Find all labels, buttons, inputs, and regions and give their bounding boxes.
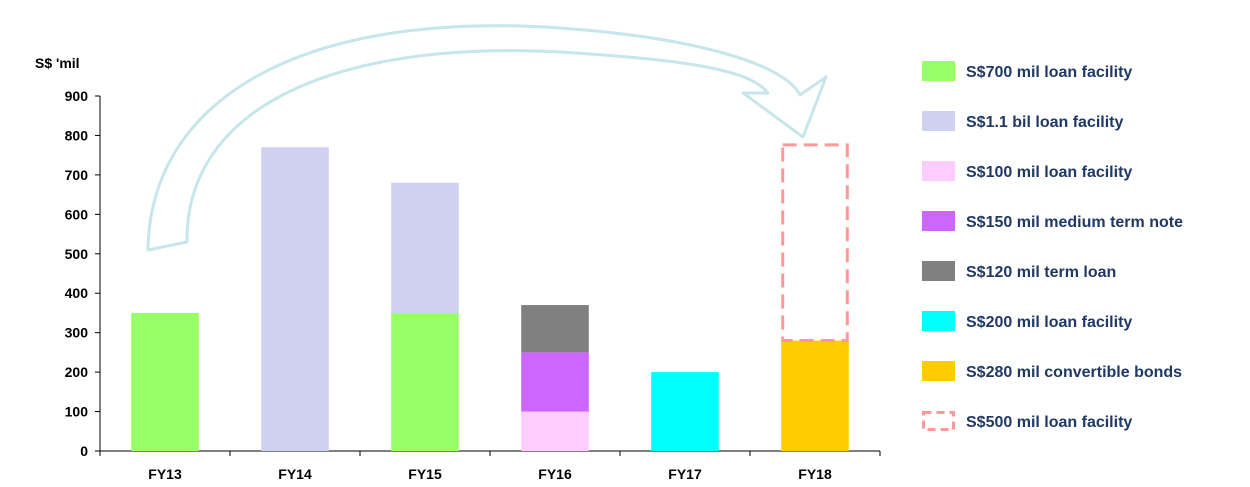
bar-segment — [521, 352, 589, 412]
legend-swatch — [922, 211, 955, 231]
legend-label: S$500 mil loan facility — [966, 414, 1132, 431]
bar-segment — [781, 340, 849, 451]
axes — [95, 95, 881, 456]
legend-label: S$120 mil term loan — [966, 264, 1116, 281]
y-tick-label: 100 — [65, 404, 89, 420]
y-tick-label: 500 — [65, 246, 89, 262]
bar-segment — [391, 312, 459, 451]
x-tick-label: FY18 — [798, 466, 832, 482]
bars-group — [131, 143, 849, 451]
bar-segment — [781, 143, 849, 343]
legend-label: S$700 mil loan facility — [966, 64, 1132, 81]
y-tick-label: 300 — [65, 325, 89, 341]
legend-label: S$150 mil medium term note — [966, 214, 1183, 231]
legend-label: S$1.1 bil loan facility — [966, 114, 1123, 131]
y-tick-label: 700 — [65, 167, 89, 183]
x-tick-labels: FY13 FY14 FY15 FY16 FY17 FY18 — [148, 466, 832, 482]
y-tick-label: 800 — [65, 127, 89, 143]
x-tick-label: FY17 — [668, 466, 702, 482]
bar-segment — [131, 312, 199, 451]
legend-label: S$280 mil convertible bonds — [966, 364, 1182, 381]
legend-label: S$200 mil loan facility — [966, 314, 1132, 331]
y-axis-label: S$ 'mil — [35, 55, 80, 71]
curved-arrow-annotation — [146, 24, 828, 252]
y-tick-label: 400 — [65, 285, 89, 301]
y-tick-label: 900 — [65, 88, 89, 104]
x-tick-label: FY16 — [538, 466, 572, 482]
x-tick-label: FY15 — [408, 466, 442, 482]
x-tick-label: FY14 — [278, 466, 312, 482]
y-tick-label: 600 — [65, 206, 89, 222]
x-tick-label: FY13 — [148, 466, 182, 482]
legend-swatch — [922, 61, 955, 81]
legend-swatch — [922, 161, 955, 181]
legend-swatch — [922, 111, 955, 131]
y-tick-labels: 0 100 200 300 400 500 600 700 800 900 — [65, 88, 89, 459]
legend-swatch — [922, 361, 955, 381]
legend-swatch — [922, 261, 955, 281]
legend-swatch — [922, 311, 955, 331]
y-tick-label: 0 — [80, 443, 88, 459]
bar-segment — [391, 182, 459, 313]
bar-segment — [261, 147, 329, 451]
legend: S$700 mil loan facility S$1.1 bil loan fa… — [922, 61, 1183, 431]
y-tick-label: 200 — [65, 364, 89, 380]
bar-segment — [521, 411, 589, 451]
legend-swatch — [922, 411, 955, 431]
legend-label: S$100 mil loan facility — [966, 164, 1132, 181]
bar-segment — [521, 305, 589, 353]
bar-segment — [651, 372, 719, 451]
